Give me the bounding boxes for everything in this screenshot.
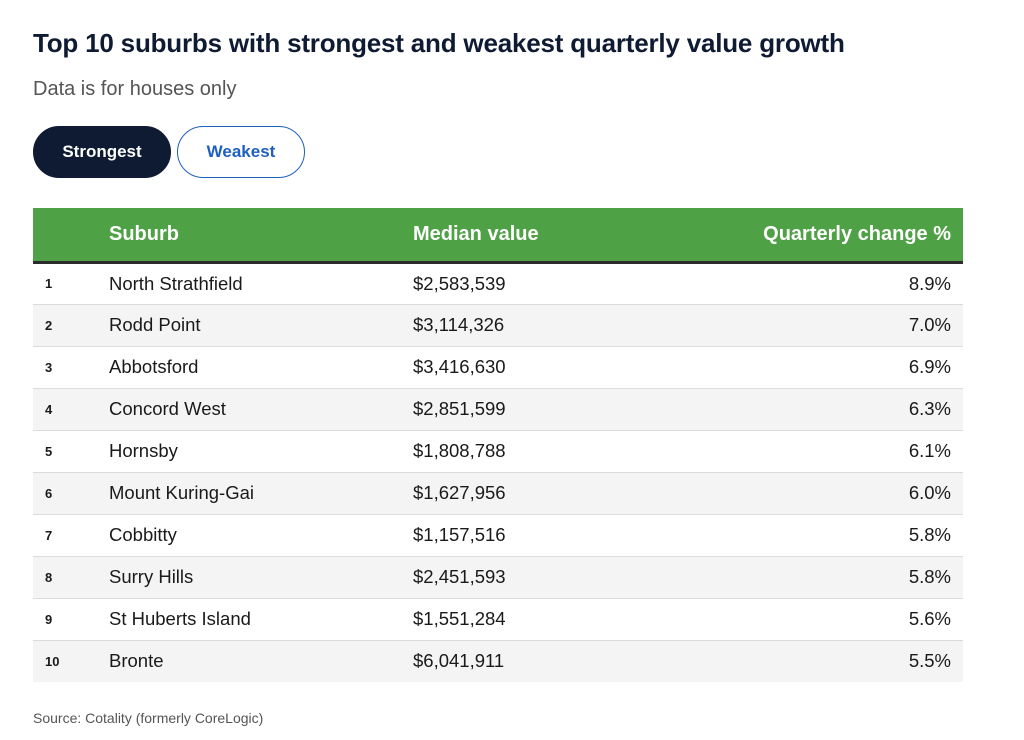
median-value-cell: $1,157,516: [413, 514, 713, 557]
column-header-rank: [33, 208, 109, 264]
median-value-cell: $3,416,630: [413, 346, 713, 389]
quarterly-change-cell: 5.8%: [713, 556, 963, 599]
table-row: 10 Bronte $6,041,911 5.5%: [33, 640, 963, 682]
table-body: 1 North Strathfield $2,583,539 8.9% 2 Rodd Po…: [33, 262, 963, 682]
median-value-cell: $2,851,599: [413, 388, 713, 431]
suburb-cell: Rodd Point: [109, 304, 413, 347]
quarterly-change-cell: 6.1%: [713, 430, 963, 473]
table-row: 2 Rodd Point $3,114,326 7.0%: [33, 304, 963, 347]
quarterly-change-cell: 5.8%: [713, 514, 963, 557]
table-row: 9 St Huberts Island $1,551,284 5.6%: [33, 598, 963, 641]
median-value-cell: $6,041,911: [413, 650, 505, 672]
suburb-cell: Cobbitty: [109, 514, 413, 557]
rank-cell: 6: [33, 472, 109, 515]
table-row: 7 Cobbitty $1,157,516 5.8%: [33, 514, 963, 557]
table-row: 3 Abbotsford $3,416,630 6.9%: [33, 346, 963, 389]
median-value-cell: $2,451,593: [413, 556, 713, 599]
quarterly-change-cell: 7.0%: [713, 304, 963, 347]
quarterly-change-cell: 5.5%: [908, 650, 951, 672]
column-header-suburb: Suburb: [109, 208, 413, 264]
rank-cell: 10: [45, 653, 60, 669]
rank-cell: 7: [33, 514, 109, 557]
strongest-toggle-button[interactable]: Strongest: [33, 126, 171, 178]
rank-cell: 8: [33, 556, 109, 599]
table-row: 8 Surry Hills $2,451,593 5.8%: [33, 556, 963, 599]
column-header-median-value: Median value: [413, 208, 713, 264]
chart-subtitle: Data is for houses only: [33, 78, 237, 100]
suburb-cell: Surry Hills: [109, 556, 413, 599]
suburb-cell: Bronte: [109, 650, 164, 672]
view-toggle-group: Strongest Weakest: [33, 126, 305, 178]
rank-cell: 4: [33, 388, 109, 431]
median-value-cell: $1,627,956: [413, 472, 713, 515]
suburb-table: Suburb Median value Quarterly change % 1…: [33, 208, 963, 682]
median-value-cell: $2,583,539: [413, 262, 713, 305]
table-row: 5 Hornsby $1,808,788 6.1%: [33, 430, 963, 473]
suburb-cell: Concord West: [109, 388, 413, 431]
median-value-cell: $3,114,326: [413, 304, 713, 347]
quarterly-change-cell: 6.0%: [713, 472, 963, 515]
source-note: Source: Cotality (formerly CoreLogic): [33, 710, 264, 726]
suburb-cell: St Huberts Island: [109, 598, 413, 641]
quarterly-change-cell: 6.3%: [713, 388, 963, 431]
table-row: 6 Mount Kuring-Gai $1,627,956 6.0%: [33, 472, 963, 515]
weakest-toggle-button[interactable]: Weakest: [177, 126, 305, 178]
rank-cell: 9: [33, 598, 109, 641]
table-header-row: Suburb Median value Quarterly change %: [33, 208, 963, 264]
median-value-cell: $1,551,284: [413, 598, 713, 641]
chart-title: Top 10 suburbs with strongest and weakes…: [33, 28, 845, 58]
median-value-cell: $1,808,788: [413, 430, 713, 473]
rank-cell: 1: [33, 262, 109, 305]
rank-cell: 2: [33, 304, 109, 347]
suburb-cell: Hornsby: [109, 430, 413, 473]
table-row: 4 Concord West $2,851,599 6.3%: [33, 388, 963, 431]
rank-cell: 3: [33, 346, 109, 389]
suburb-cell: Abbotsford: [109, 346, 413, 389]
column-header-quarterly-change: Quarterly change %: [713, 208, 963, 264]
rank-cell: 5: [33, 430, 109, 473]
suburb-cell: North Strathfield: [109, 262, 413, 305]
suburb-cell: Mount Kuring-Gai: [109, 472, 413, 515]
quarterly-change-cell: 5.6%: [713, 598, 963, 641]
quarterly-change-cell: 8.9%: [713, 262, 963, 305]
quarterly-change-cell: 6.9%: [713, 346, 963, 389]
table-row: 1 North Strathfield $2,583,539 8.9%: [33, 262, 963, 305]
